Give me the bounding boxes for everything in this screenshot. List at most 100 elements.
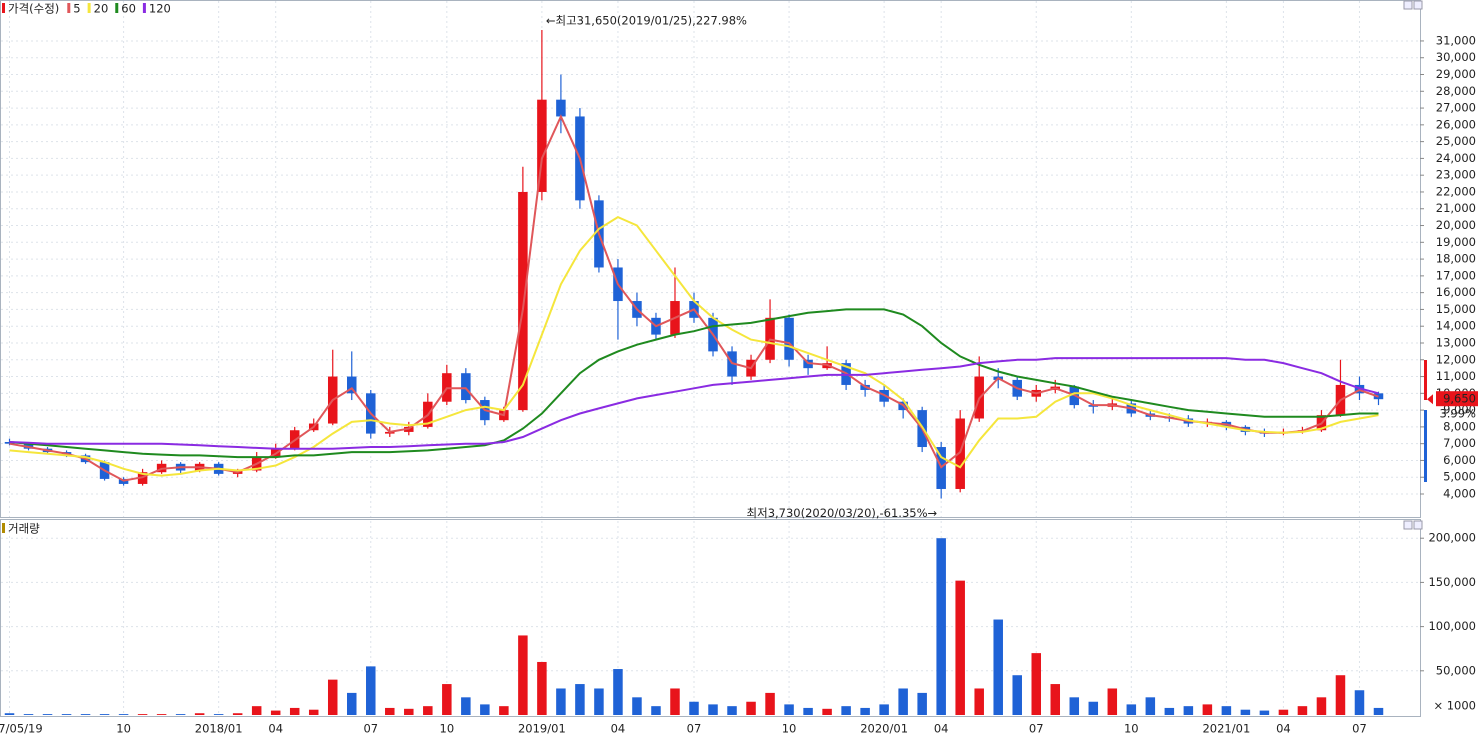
candle-body bbox=[537, 99, 547, 192]
x-tick-label: 04 bbox=[934, 722, 949, 736]
y-tick-label: 27,000 bbox=[1436, 101, 1476, 115]
unit-label: × 1000 bbox=[1433, 699, 1476, 713]
legend-marker bbox=[87, 3, 91, 13]
y-tick-label: 15,000 bbox=[1436, 302, 1476, 316]
panel-button[interactable] bbox=[1403, 0, 1413, 10]
volume-bar bbox=[327, 679, 338, 715]
legend-label: 60 bbox=[121, 2, 136, 16]
y-tick-label: 8,000 bbox=[1443, 419, 1476, 433]
x-tick-label: 04 bbox=[268, 722, 283, 736]
legend-label: 120 bbox=[149, 2, 171, 16]
x-tick-label: 10 bbox=[1124, 722, 1139, 736]
volume-bar bbox=[841, 706, 851, 715]
x-tick-label: 2019/01 bbox=[518, 722, 566, 736]
y-tick-label: 5,000 bbox=[1443, 470, 1476, 484]
volume-bar bbox=[23, 714, 34, 715]
y-tick-label: 11,000 bbox=[1436, 369, 1476, 383]
candle-body bbox=[347, 376, 357, 394]
volume-bar bbox=[347, 692, 357, 715]
volume-bar bbox=[194, 713, 205, 715]
volume-bar bbox=[99, 714, 110, 715]
x-tick-label: 07 bbox=[363, 722, 378, 736]
volume-bar bbox=[1335, 675, 1346, 715]
volume-bar bbox=[251, 706, 262, 715]
last-price-box bbox=[1436, 391, 1478, 407]
legend-label: 거래량 bbox=[8, 522, 40, 536]
legend-label: 가격(수정) bbox=[8, 2, 59, 16]
panel-button[interactable] bbox=[1413, 0, 1423, 10]
x-tick-label: 2020/01 bbox=[860, 722, 908, 736]
volume-bar bbox=[518, 635, 528, 715]
candle-body bbox=[518, 191, 528, 411]
volume-bar bbox=[137, 714, 148, 715]
volume-bar bbox=[385, 707, 395, 715]
volume-bar bbox=[1069, 697, 1080, 715]
volume-bar bbox=[366, 666, 376, 715]
y-tick-label: 31,000 bbox=[1436, 33, 1476, 47]
volume-bar bbox=[175, 714, 186, 715]
volume-bar bbox=[1278, 709, 1289, 715]
panel-button[interactable] bbox=[1403, 520, 1413, 530]
volume-bar bbox=[556, 688, 566, 715]
volume-bar bbox=[232, 713, 243, 715]
volume-bar bbox=[1107, 688, 1118, 715]
x-tick-label: 04 bbox=[1276, 722, 1291, 736]
volume-panel bbox=[0, 519, 1421, 717]
volume-bar bbox=[632, 697, 642, 715]
volume-bar bbox=[993, 619, 1003, 715]
range-indicator bbox=[1424, 360, 1427, 400]
volume-bar bbox=[1259, 710, 1270, 715]
panel-button[interactable] bbox=[1413, 520, 1423, 530]
x-tick-label: 07 bbox=[1029, 722, 1044, 736]
volume-bar bbox=[1202, 704, 1213, 715]
volume-bar bbox=[118, 714, 129, 715]
volume-bar bbox=[289, 707, 300, 715]
volume-bar bbox=[594, 688, 604, 715]
volume-bar bbox=[1145, 697, 1156, 715]
volume-bar bbox=[308, 709, 319, 715]
candle-body bbox=[784, 317, 794, 360]
volume-bar bbox=[1240, 709, 1251, 715]
y-tick-label: 19,000 bbox=[1436, 235, 1476, 249]
volume-bar bbox=[727, 706, 737, 715]
candle-body bbox=[955, 418, 965, 489]
legend-marker bbox=[142, 3, 146, 13]
volume-bar bbox=[480, 704, 490, 715]
y-tick-label: 16,000 bbox=[1436, 285, 1476, 299]
volume-bar bbox=[689, 701, 699, 715]
moving-average-line bbox=[9, 308, 1379, 459]
volume-bar bbox=[575, 684, 585, 715]
volume-bar bbox=[1183, 706, 1194, 715]
y-tick-label: 30,000 bbox=[1436, 50, 1476, 64]
y-tick-label: 200,000 bbox=[1428, 531, 1476, 545]
volume-bar bbox=[1297, 706, 1308, 715]
high-annotation: ←최고31,650(2019/01/25),227.98% bbox=[546, 14, 747, 28]
y-tick-label: 28,000 bbox=[1436, 84, 1476, 98]
y-tick-label: 50,000 bbox=[1436, 663, 1476, 677]
volume-bar bbox=[1012, 675, 1022, 715]
volume-bar bbox=[1316, 697, 1327, 715]
y-tick-label: 100,000 bbox=[1428, 619, 1476, 633]
y-tick-label: 4,000 bbox=[1443, 487, 1476, 501]
candle-body bbox=[556, 99, 566, 117]
y-tick-label: 18,000 bbox=[1436, 252, 1476, 266]
volume-bar bbox=[1126, 704, 1137, 715]
y-tick-label: 23,000 bbox=[1436, 168, 1476, 182]
legend-marker bbox=[67, 3, 71, 13]
y-tick-label: 12,000 bbox=[1436, 352, 1476, 366]
y-tick-label: 6,000 bbox=[1443, 453, 1476, 467]
volume-bar bbox=[1164, 707, 1175, 715]
volume-bar bbox=[898, 688, 908, 715]
volume-bar bbox=[651, 706, 661, 715]
x-tick-label: 10 bbox=[116, 722, 131, 736]
volume-bar bbox=[974, 688, 984, 715]
volume-bar bbox=[670, 688, 680, 715]
candle-body bbox=[461, 373, 471, 401]
x-tick-label: 07 bbox=[1352, 722, 1367, 736]
y-tick-label: 150,000 bbox=[1428, 575, 1476, 589]
y-tick-label: 25,000 bbox=[1436, 134, 1476, 148]
y-tick-label: 22,000 bbox=[1436, 184, 1476, 198]
x-tick-label: 04 bbox=[611, 722, 626, 736]
